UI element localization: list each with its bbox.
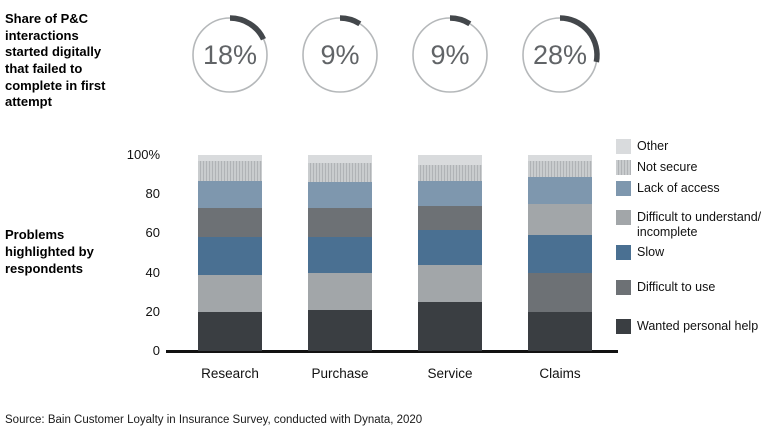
y-tick-0: 0: [152, 343, 160, 358]
bar-claims: [528, 155, 592, 351]
bar-research: [198, 155, 262, 351]
bar-segment-research-difficult_to_use: [198, 207, 262, 238]
bar-segment-service-slow: [418, 229, 482, 265]
legend-label-wanted_personal_help: Wanted personal help: [637, 319, 759, 333]
category-label-purchase: Purchase: [311, 366, 369, 381]
legend-swatch-slow: [616, 245, 631, 260]
bar-segment-research-other: [198, 155, 262, 161]
bar-segment-service-other: [418, 155, 482, 165]
legend-label-not_secure: Not secure: [637, 160, 698, 174]
bar-segment-claims-lack_of_access: [528, 176, 592, 205]
gauge-value: 18%: [203, 40, 257, 70]
legend-swatch-lack_of_access: [616, 181, 631, 196]
gauge-arc: [229, 15, 266, 41]
category-label-service: Service: [427, 366, 473, 381]
gauge-arc: [339, 15, 362, 27]
y-tick-40: 40: [145, 264, 160, 280]
bar-segment-purchase-lack_of_access: [308, 182, 372, 208]
bar-segment-claims-wanted_personal_help: [528, 311, 592, 351]
bar-segment-research-lack_of_access: [198, 180, 262, 208]
gauge-claims: 28%: [522, 15, 600, 93]
gauge-value: 9%: [320, 40, 359, 70]
y-tick-60: 60: [145, 225, 160, 241]
y-tick-80: 80: [145, 186, 160, 202]
bar-segment-claims-not_secure: [528, 160, 592, 177]
category-label-research: Research: [201, 366, 259, 381]
legend-swatch-difficult_to_understand: [616, 210, 631, 225]
legend-item-slow: Slow: [616, 245, 664, 260]
gauge-arc: [449, 15, 472, 27]
y-tick-20: 20: [145, 303, 160, 319]
bar-segment-service-difficult_to_use: [418, 205, 482, 230]
gauge-research: 18%: [192, 15, 268, 93]
bar-segment-service-difficult_to_understand: [418, 264, 482, 302]
bar-segment-research-not_secure: [198, 160, 262, 181]
legend-swatch-other: [616, 139, 631, 154]
gauge-value: 9%: [430, 40, 469, 70]
legend-label-difficult_to_understand: Difficult to understand/ incomplete: [637, 210, 762, 240]
legend-label-lack_of_access: Lack of access: [637, 181, 720, 195]
gauge-row-title: Share of P&C interactions started digita…: [5, 11, 106, 110]
gauge-purchase: 9%: [302, 15, 378, 93]
legend-item-wanted_personal_help: Wanted personal help: [616, 319, 758, 334]
y-tick-100: 100%: [126, 147, 160, 162]
bar-segment-service-not_secure: [418, 164, 482, 181]
bar-segment-claims-difficult_to_use: [528, 272, 592, 312]
legend-item-difficult_to_use: Difficult to use: [616, 280, 715, 295]
legend-label-difficult_to_use: Difficult to use: [637, 280, 716, 294]
bar-segment-research-wanted_personal_help: [198, 311, 262, 351]
legend-item-difficult_to_understand: Difficult to understand/ incomplete: [616, 210, 761, 241]
y-axis-title: Problems highlighted by respondents: [5, 227, 94, 276]
bar-segment-purchase-difficult_to_understand: [308, 272, 372, 310]
gauge-value: 28%: [533, 40, 587, 70]
gauge-service: 9%: [412, 15, 488, 93]
bar-segment-purchase-slow: [308, 237, 372, 273]
bar-segment-research-difficult_to_understand: [198, 274, 262, 312]
bar-service: [418, 155, 482, 351]
bar-purchase: [308, 155, 372, 351]
bar-segment-purchase-not_secure: [308, 162, 372, 183]
source-note: Source: Bain Customer Loyalty in Insuran…: [5, 414, 423, 426]
x-axis-baseline: [166, 350, 618, 353]
gauge-arc: [559, 15, 600, 63]
legend-item-not_secure: Not secure: [616, 160, 697, 175]
legend-swatch-wanted_personal_help: [616, 319, 631, 334]
bar-segment-purchase-other: [308, 155, 372, 163]
legend-swatch-not_secure: [616, 160, 631, 175]
legend-label-other: Other: [637, 139, 669, 153]
bar-segment-service-wanted_personal_help: [418, 302, 482, 351]
bar-segment-research-slow: [198, 237, 262, 275]
legend-item-other: Other: [616, 139, 668, 154]
legend-label-slow: Slow: [637, 245, 665, 259]
bar-segment-purchase-wanted_personal_help: [308, 309, 372, 351]
legend-item-lack_of_access: Lack of access: [616, 181, 720, 196]
bar-segment-claims-slow: [528, 235, 592, 273]
bar-segment-claims-other: [528, 155, 592, 161]
category-label-claims: Claims: [539, 366, 581, 381]
legend-swatch-difficult_to_use: [616, 280, 631, 295]
bar-segment-claims-difficult_to_understand: [528, 204, 592, 236]
bar-segment-purchase-difficult_to_use: [308, 207, 372, 238]
bar-segment-service-lack_of_access: [418, 180, 482, 206]
